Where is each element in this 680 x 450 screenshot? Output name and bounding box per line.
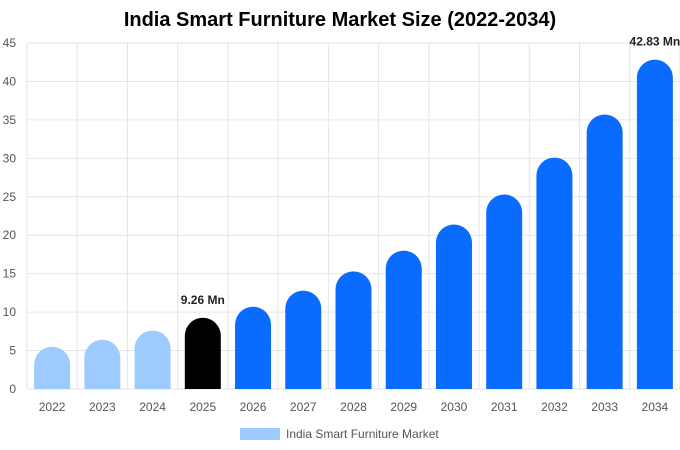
bar-2026[interactable] (235, 306, 272, 389)
grid-layer (26, 42, 680, 390)
y-tick-label: 35 (3, 113, 17, 127)
bar-2031[interactable] (486, 194, 523, 389)
x-tick-label: 2024 (139, 400, 166, 414)
data-label: 9.26 Mn (181, 293, 225, 307)
x-tick-label: 2022 (39, 400, 66, 414)
bar-2033[interactable] (586, 114, 623, 390)
bar-2028[interactable] (335, 271, 372, 389)
x-tick-label: 2030 (441, 400, 468, 414)
x-tick-label: 2025 (189, 400, 216, 414)
x-tick-label: 2034 (642, 400, 669, 414)
legend[interactable]: India Smart Furniture Market (240, 426, 439, 442)
bar-2024[interactable] (134, 330, 171, 389)
bar-2029[interactable] (385, 250, 422, 389)
data-labels: 9.26 Mn 42.83 Mn (181, 35, 680, 307)
legend-label: India Smart Furniture Market (286, 427, 439, 441)
bar-2027[interactable] (285, 290, 322, 389)
bar-2032[interactable] (536, 157, 573, 389)
y-tick-label: 40 (3, 74, 17, 88)
data-label: 42.83 Mn (630, 35, 680, 49)
bar-2022[interactable] (34, 346, 71, 389)
x-tick-label: 2029 (390, 400, 417, 414)
y-tick-label: 0 (9, 382, 16, 396)
x-tick-label: 2033 (591, 400, 618, 414)
y-axis-ticks: 0 5 10 15 20 25 30 35 40 45 (3, 36, 17, 396)
x-tick-label: 2032 (541, 400, 568, 414)
x-tick-label: 2027 (290, 400, 317, 414)
x-tick-label: 2028 (340, 400, 367, 414)
legend-swatch (240, 428, 280, 440)
bar-2034[interactable] (636, 59, 673, 390)
y-tick-label: 10 (3, 305, 17, 319)
bar-2023[interactable] (84, 339, 121, 389)
y-tick-label: 20 (3, 228, 17, 242)
x-axis-ticks: 2022 2023 2024 2025 2026 2027 2028 2029 2030 2031… (39, 400, 669, 414)
x-tick-label: 2023 (89, 400, 116, 414)
y-tick-label: 15 (3, 267, 17, 281)
x-tick-label: 2026 (240, 400, 267, 414)
x-tick-label: 2031 (491, 400, 518, 414)
y-tick-label: 25 (3, 190, 17, 204)
bars (34, 59, 673, 390)
chart-title: India Smart Furniture Market Size (2022-… (123, 9, 557, 31)
y-tick-label: 30 (3, 151, 17, 165)
bar-2025[interactable] (184, 317, 221, 389)
y-tick-label: 5 (9, 344, 16, 358)
y-tick-label: 45 (3, 36, 17, 50)
bar-2030[interactable] (435, 224, 472, 389)
